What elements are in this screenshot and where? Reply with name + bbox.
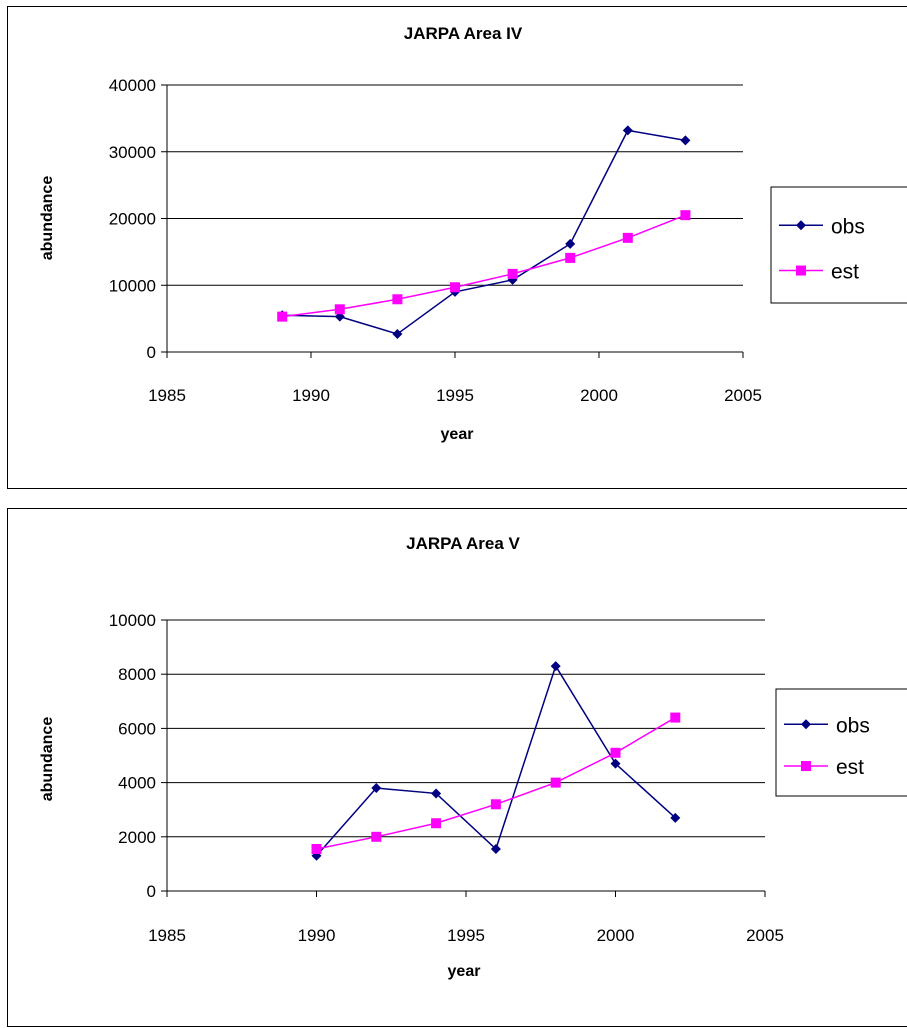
y-tick-label: 20000 xyxy=(109,210,156,229)
data-point-obs xyxy=(392,328,403,339)
y-tick-label: 6000 xyxy=(118,719,156,738)
data-point-est xyxy=(490,799,501,810)
chart-area-v-svg: JARPA Area V 0 2000 4000 6000 8000 10000 1985 19… xyxy=(39,534,907,980)
y-tick-label: 2000 xyxy=(118,828,156,847)
x-tick-label: 1990 xyxy=(298,926,336,945)
data-point-est xyxy=(334,304,345,315)
data-point-est xyxy=(622,232,633,243)
x-tick-label: 1995 xyxy=(436,386,474,405)
data-point-est xyxy=(450,282,460,293)
legend-label-est: est xyxy=(836,756,864,779)
data-point-est xyxy=(311,843,322,854)
x-axis-label: year xyxy=(441,426,474,443)
y-tick-label: 40000 xyxy=(109,76,156,95)
legend-label-est: est xyxy=(831,261,859,284)
data-point-obs xyxy=(670,812,681,823)
y-tick-label: 0 xyxy=(147,343,156,362)
x-tick-label: 2000 xyxy=(597,926,635,945)
data-point-est xyxy=(431,818,442,829)
legend-marker-obs xyxy=(801,719,811,730)
data-point-est xyxy=(392,294,403,305)
series-obs xyxy=(311,661,681,861)
data-point-est xyxy=(371,831,382,842)
series-line-obs xyxy=(315,664,676,857)
chart-title: JARPA Area IV xyxy=(404,24,523,43)
series-est xyxy=(277,210,691,322)
legend-marker-est xyxy=(801,761,811,772)
data-point-est xyxy=(680,210,691,221)
data-point-est xyxy=(277,311,288,322)
data-point-obs xyxy=(371,783,382,794)
legend-label-obs: obs xyxy=(836,714,870,737)
data-point-obs xyxy=(550,661,561,672)
y-tick-label: 0 xyxy=(147,882,156,901)
series-line-est xyxy=(316,716,676,850)
legend-box xyxy=(775,688,907,797)
data-point-obs xyxy=(431,788,442,799)
x-axis-label: year xyxy=(448,963,481,980)
data-point-est xyxy=(507,268,518,279)
data-point-obs xyxy=(610,758,621,769)
data-point-est xyxy=(550,777,561,788)
legend-marker-obs xyxy=(796,220,806,231)
legend-box xyxy=(770,186,907,304)
chart-area-iv: JARPA Area IV 0 10000 20000 30000 40000 1985 19… xyxy=(7,6,907,489)
x-tick-label: 1995 xyxy=(447,926,485,945)
data-point-obs xyxy=(490,843,501,854)
x-tick-label: 2000 xyxy=(580,386,618,405)
legend-label-obs: obs xyxy=(831,215,865,238)
x-tick-label: 1985 xyxy=(148,926,186,945)
y-tick-label: 30000 xyxy=(109,143,156,162)
y-tick-label: 10000 xyxy=(109,276,156,295)
y-axis-label: abundance xyxy=(39,717,56,802)
data-point-obs xyxy=(565,238,576,249)
x-tick-label: 1985 xyxy=(148,386,186,405)
y-tick-label: 10000 xyxy=(109,611,156,630)
y-axis-label: abundance xyxy=(39,176,56,261)
data-point-est xyxy=(670,712,681,723)
legend-marker-est xyxy=(796,265,806,276)
data-point-est xyxy=(565,252,576,263)
chart-area-iv-svg: JARPA Area IV 0 10000 20000 30000 40000 1985 19… xyxy=(39,24,907,443)
x-tick-label: 1990 xyxy=(292,386,330,405)
data-point-est xyxy=(610,747,621,758)
x-tick-label: 2005 xyxy=(746,926,784,945)
y-tick-label: 8000 xyxy=(118,665,156,684)
series-line-est xyxy=(282,214,686,318)
chart-area-v: JARPA Area V 0 2000 4000 6000 8000 10000 1985 19… xyxy=(7,508,907,1027)
series-est xyxy=(311,712,681,854)
data-point-obs xyxy=(622,125,633,136)
series-line-obs xyxy=(282,129,686,335)
chart-title: JARPA Area V xyxy=(406,534,520,553)
x-tick-label: 2005 xyxy=(724,386,762,405)
data-point-obs xyxy=(680,135,691,146)
y-tick-label: 4000 xyxy=(118,774,156,793)
